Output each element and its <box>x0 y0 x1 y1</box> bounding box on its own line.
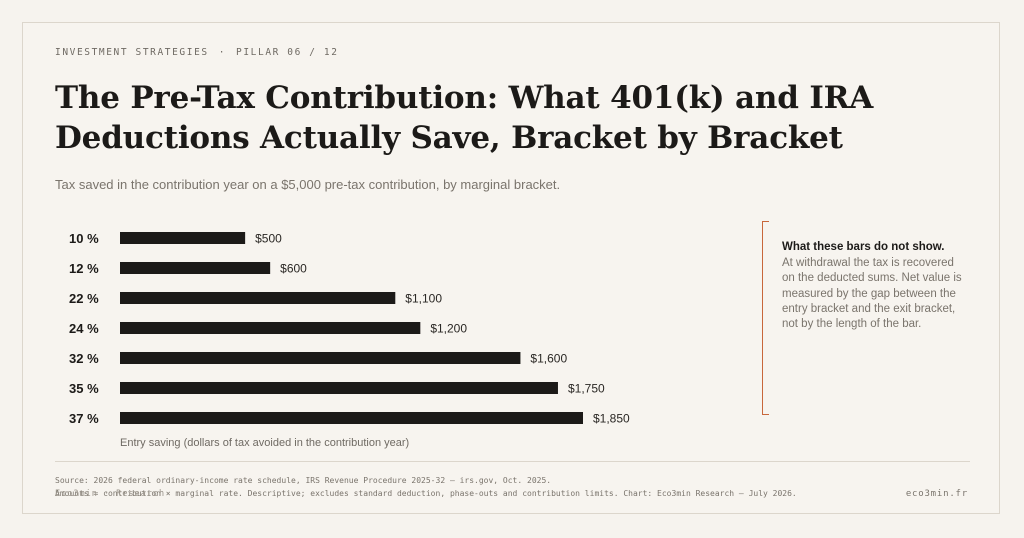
site-link[interactable]: eco3min.fr <box>905 489 968 499</box>
brand-label: Eco3min · Research <box>55 489 166 499</box>
chart-subtitle: Tax saved in the contribution year on a … <box>55 177 561 192</box>
category-label: 32 % <box>69 351 99 366</box>
bar <box>120 412 583 424</box>
annotation-heading: What these bars do not show. <box>782 241 945 253</box>
bar <box>120 262 271 274</box>
category-label: 22 % <box>69 291 99 306</box>
bar <box>120 382 558 394</box>
kicker-separator: · <box>218 47 227 58</box>
source-line-2: Amounts = contribution × marginal rate. … <box>55 489 797 498</box>
value-label: $1,600 <box>530 352 567 366</box>
value-label: $600 <box>280 262 307 276</box>
source-note: Source: 2026 federal ordinary-income rat… <box>55 474 875 500</box>
bar <box>120 352 521 364</box>
category-label: 10 % <box>69 231 99 246</box>
value-label: $500 <box>255 232 282 246</box>
source-line-1: Source: 2026 federal ordinary-income rat… <box>55 476 552 485</box>
value-label: $1,750 <box>568 382 605 396</box>
category-label: 24 % <box>69 321 99 336</box>
value-label: $1,100 <box>405 292 442 306</box>
kicker-pillar: PILLAR 06 / 12 <box>236 47 339 58</box>
x-axis-label: Entry saving (dollars of tax avoided in … <box>120 437 409 449</box>
page-title: The Pre-Tax Contribution: What 401(k) an… <box>55 80 874 156</box>
annotation-bracket <box>762 221 957 415</box>
bar <box>120 322 421 334</box>
category-label: 12 % <box>69 261 99 276</box>
value-label: $1,200 <box>430 322 467 336</box>
category-label: 35 % <box>69 381 99 396</box>
annotation-body: At withdrawal the tax is recovered on th… <box>782 257 962 331</box>
footer-divider <box>55 461 970 462</box>
bar <box>120 292 396 304</box>
value-label: $1,850 <box>593 412 630 426</box>
bar <box>120 232 246 244</box>
kicker-section: INVESTMENT STRATEGIES <box>55 47 209 58</box>
kicker: INVESTMENT STRATEGIES · PILLAR 06 / 12 <box>55 47 339 58</box>
category-label: 37 % <box>69 411 99 426</box>
